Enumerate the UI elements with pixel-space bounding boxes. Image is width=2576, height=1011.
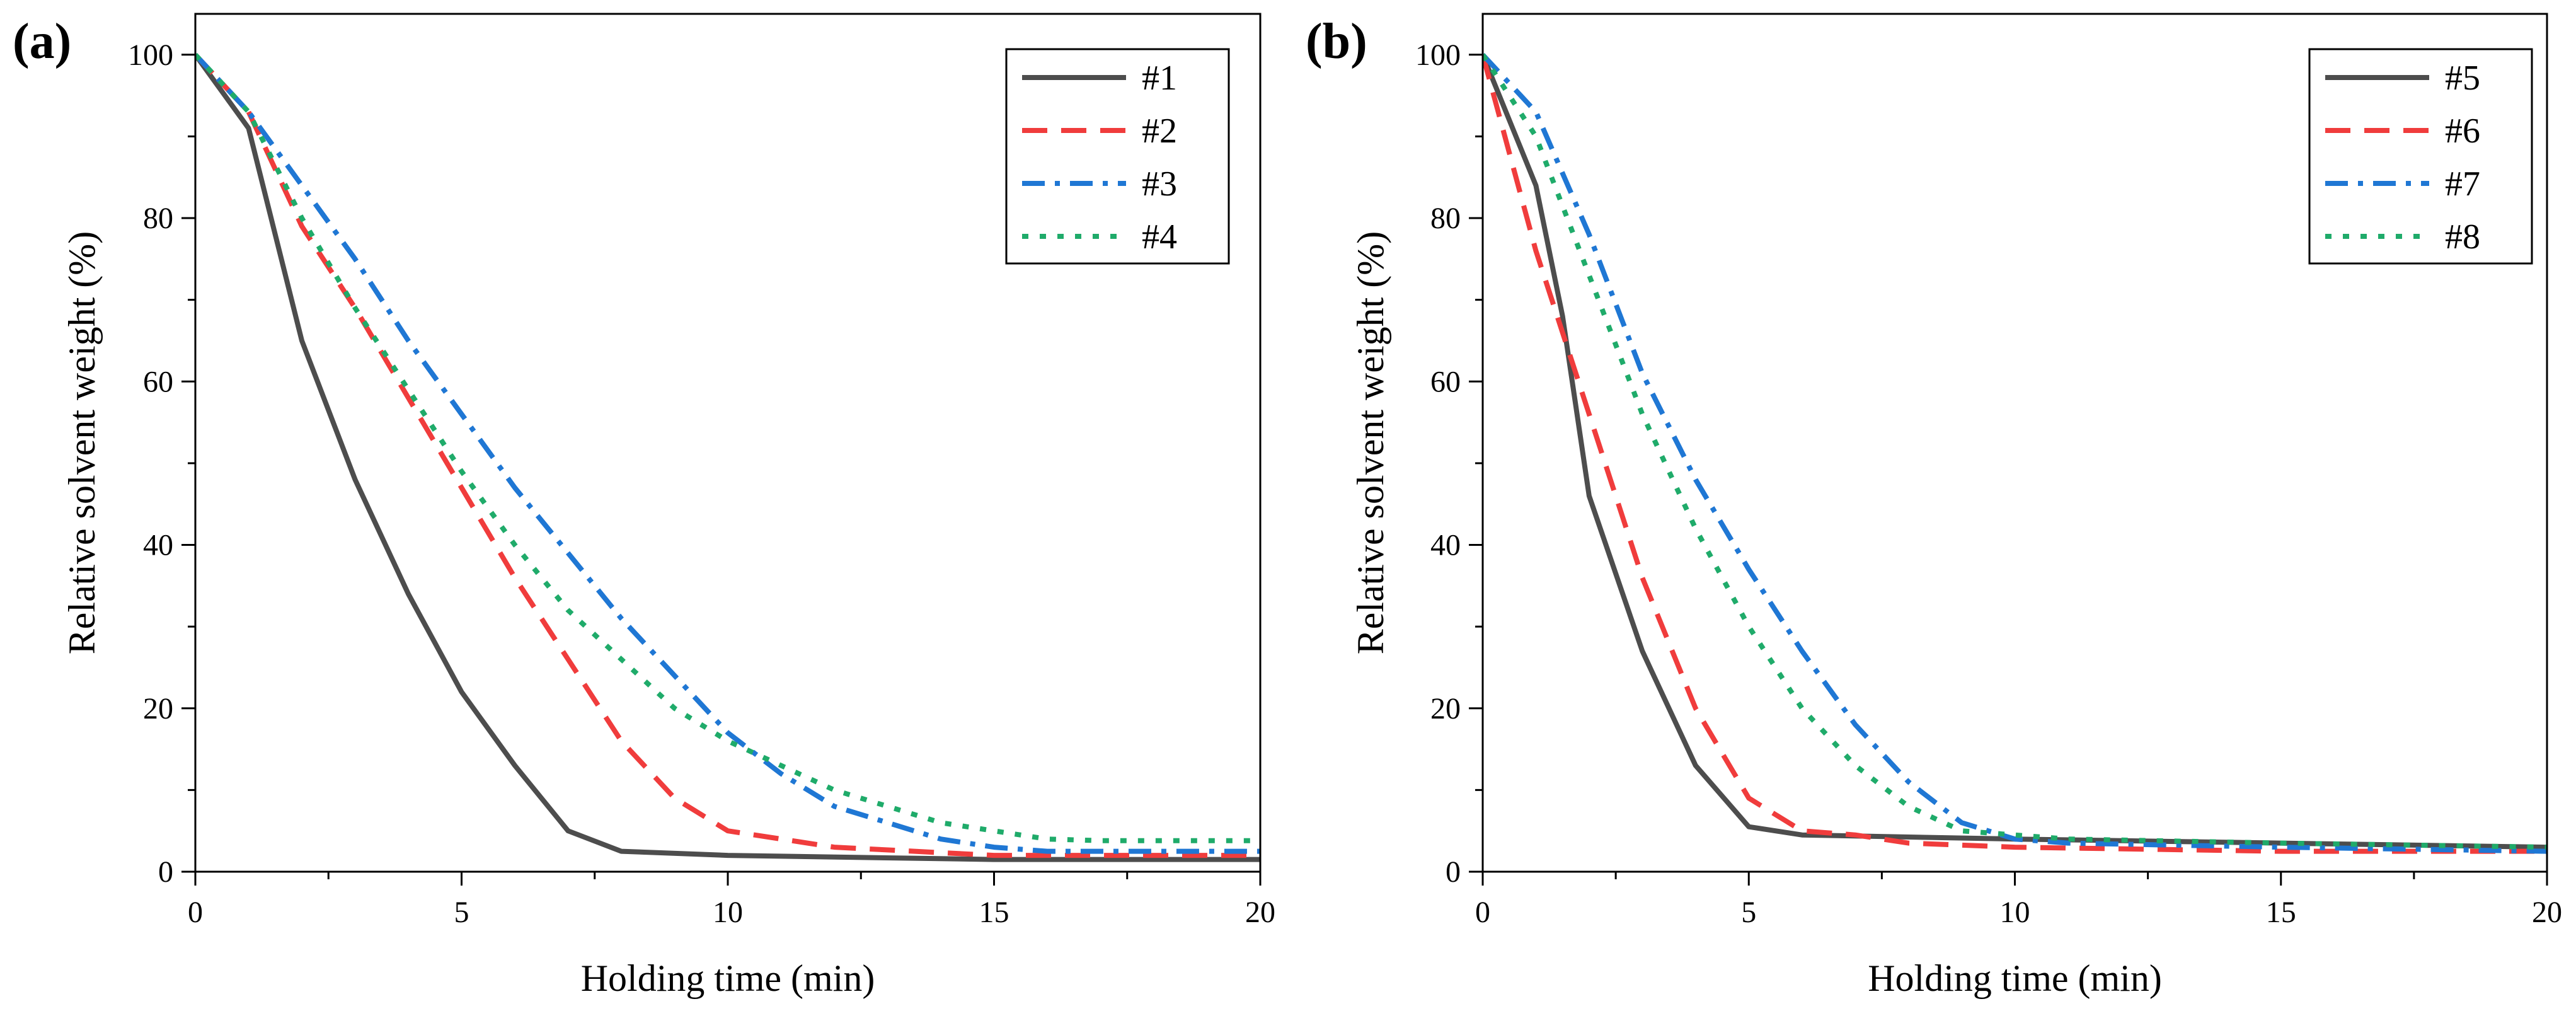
x-axis-title: Holding time (min) xyxy=(1868,957,2162,999)
y-tick-label: 100 xyxy=(128,38,173,72)
y-tick-label: 80 xyxy=(1430,202,1461,235)
panel-label: (a) xyxy=(13,14,71,69)
x-tick-label: 5 xyxy=(454,896,469,929)
x-axis-title: Holding time (min) xyxy=(581,957,875,999)
y-tick-label: 0 xyxy=(1446,855,1461,889)
y-tick-label: 80 xyxy=(143,202,173,235)
series-group xyxy=(195,53,1260,862)
legend-box xyxy=(2308,48,2533,265)
x-tick-label: 20 xyxy=(2532,896,2562,929)
y-tick-label: 60 xyxy=(1430,365,1461,398)
chart-a: (a) 0 5 10 15 20 0 20 40 60 80 100 Holding time (min… xyxy=(13,13,1275,999)
legend-label: #4 xyxy=(1142,217,1177,257)
panel-label: (b) xyxy=(1306,14,1367,69)
y-tick-label: 20 xyxy=(143,692,173,725)
series-group xyxy=(1483,53,2547,854)
series-line-n2 xyxy=(195,53,1260,858)
legend-box xyxy=(1005,48,1230,265)
y-tick-label: 40 xyxy=(1430,529,1461,562)
y-tick-label: 20 xyxy=(1430,692,1461,725)
x-tick-label: 5 xyxy=(1741,896,1756,929)
y-tick-label: 0 xyxy=(158,855,173,889)
legend-label: #1 xyxy=(1142,59,1177,98)
x-tick-label: 0 xyxy=(188,896,203,929)
x-tick-label: 10 xyxy=(713,896,743,929)
legend-label: #2 xyxy=(1142,112,1177,151)
legend-label: #3 xyxy=(1142,165,1177,204)
y-tick-label: 60 xyxy=(143,365,173,398)
x-tick-label: 20 xyxy=(1245,896,1275,929)
series-line-n3 xyxy=(195,53,1260,854)
x-tick-label: 0 xyxy=(1475,896,1490,929)
y-tick-label: 100 xyxy=(1415,38,1461,72)
series-line-n4 xyxy=(195,53,1260,843)
legend-label: #6 xyxy=(2445,112,2480,151)
series-line-n5 xyxy=(1483,54,2547,850)
series-line-n6 xyxy=(1483,54,2547,854)
y-tick-label: 40 xyxy=(143,529,173,562)
chart-b: (b) 0 5 10 15 20 0 20 40 60 80 100 Holding time (min… xyxy=(1306,13,2562,999)
x-tick-label: 15 xyxy=(2266,896,2296,929)
series-line-n1 xyxy=(195,53,1260,862)
legend-label: #8 xyxy=(2445,217,2480,257)
legend: #5 #6 #7 #8 xyxy=(2308,48,2533,265)
series-line-n7 xyxy=(1483,53,2547,854)
legend-label: #7 xyxy=(2445,165,2480,204)
y-axis-title: Relative solvent weight (%) xyxy=(1350,231,1391,654)
y-axis-title: Relative solvent weight (%) xyxy=(61,231,103,654)
legend-label: #5 xyxy=(2445,59,2480,98)
x-tick-label: 10 xyxy=(2000,896,2030,929)
x-tick-label: 15 xyxy=(979,896,1009,929)
legend: #1 #2 #3 #4 xyxy=(1005,48,1230,265)
